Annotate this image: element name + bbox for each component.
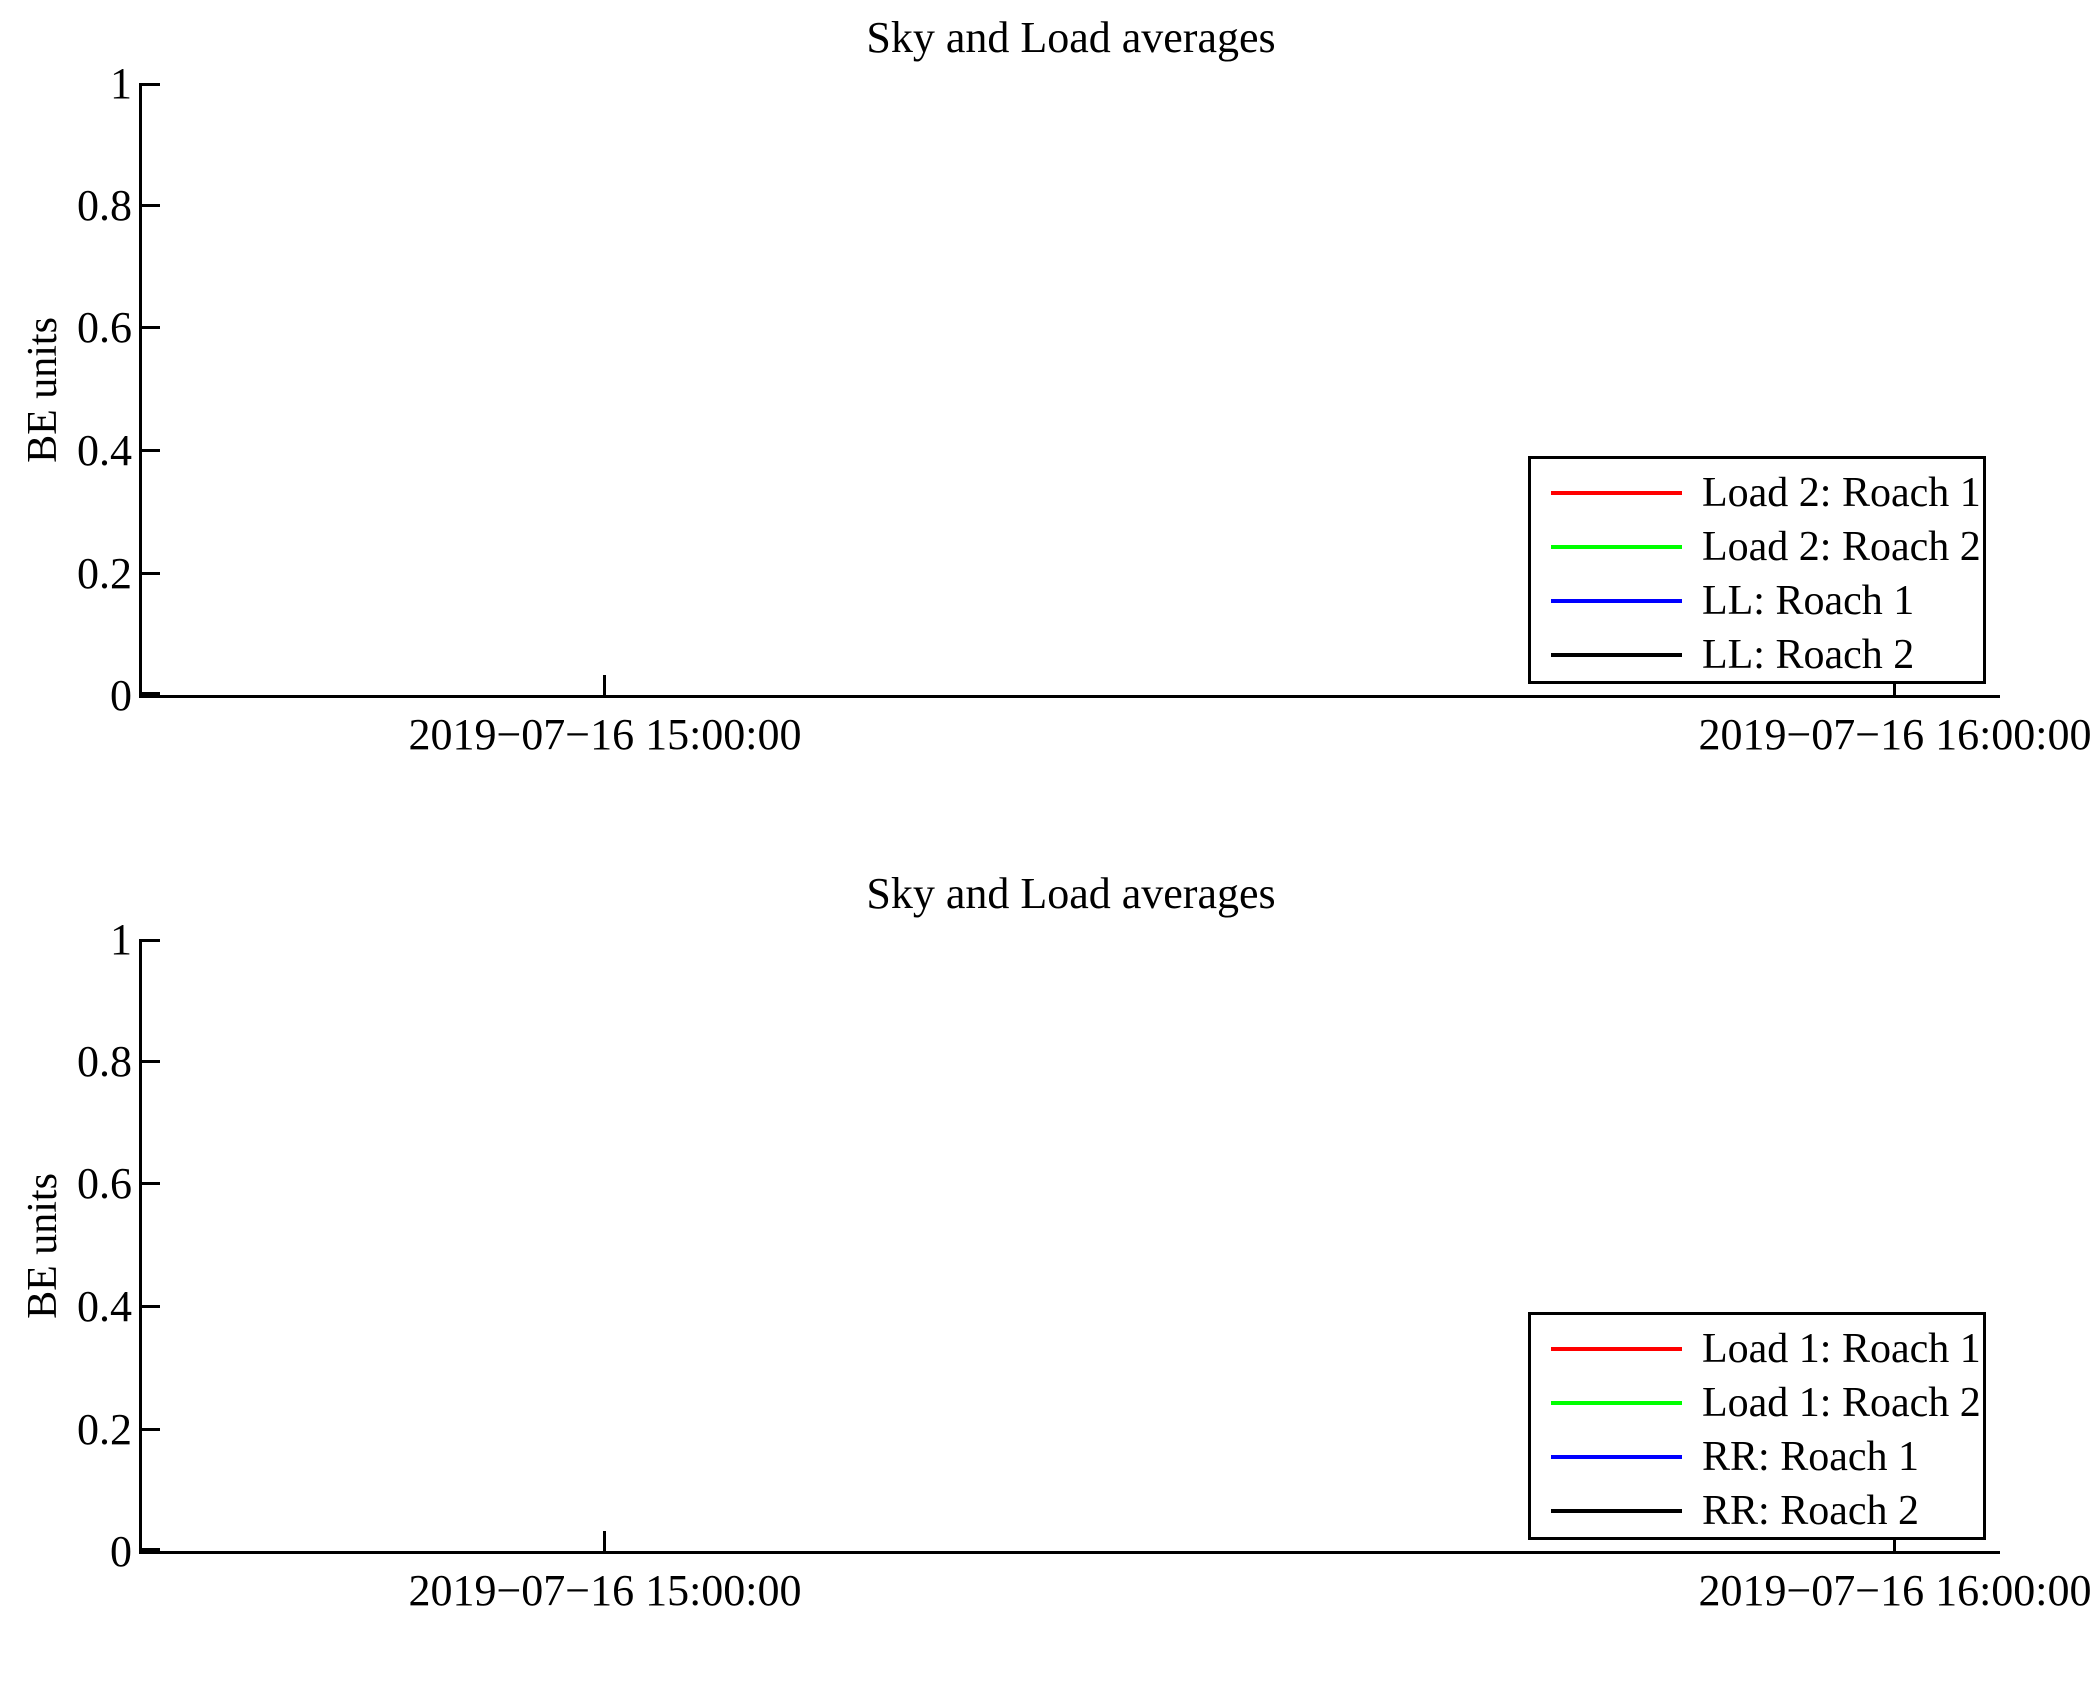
x-major-tick (603, 675, 606, 695)
legend-item: Load 2: Roach 2 (1531, 520, 1983, 574)
plot-title: Sky and Load averages (866, 13, 1276, 62)
y-tick-label: 1 (110, 59, 132, 108)
legend-item: Load 1: Roach 2 (1531, 1376, 1983, 1430)
y-major-tick (142, 83, 160, 86)
axes-frame (139, 83, 2000, 698)
plot-bottom: Sky and Load averages BE units 1 0.8 0.6… (0, 856, 2100, 1683)
y-tick-label: 0.4 (77, 1282, 132, 1331)
y-tick-label: 0.6 (77, 303, 132, 352)
y-major-tick (142, 1548, 160, 1551)
y-tick-label: 1 (110, 915, 132, 964)
legend-label: LL: Roach 1 (1702, 578, 1915, 624)
y-tick-label: 0 (110, 1527, 132, 1576)
legend-label: RR: Roach 2 (1702, 1488, 1919, 1534)
legend-line-sample (1551, 653, 1682, 657)
legend-item: Load 2: Roach 1 (1531, 466, 1983, 520)
y-major-tick (142, 1428, 160, 1431)
legend: Load 1: Roach 1 Load 1: Roach 2 RR: Roac… (1528, 1312, 1986, 1540)
legend-label: Load 2: Roach 2 (1702, 524, 1981, 570)
legend-label: RR: Roach 1 (1702, 1434, 1919, 1480)
x-major-tick (603, 1531, 606, 1551)
x-tick-label: 2019−07−16 16:00:00 (1698, 710, 2092, 759)
legend-item: LL: Roach 2 (1531, 628, 1983, 682)
axes-frame (139, 939, 2000, 1554)
y-tick-label: 0.8 (77, 181, 132, 230)
y-tick-label: 0.6 (77, 1159, 132, 1208)
x-tick-label: 2019−07−16 16:00:00 (1698, 1566, 2092, 1615)
y-major-tick (142, 692, 160, 695)
legend-line-sample (1551, 599, 1682, 603)
y-major-tick (142, 326, 160, 329)
y-major-tick (142, 1305, 160, 1308)
y-major-tick (142, 1060, 160, 1063)
legend-line-sample (1551, 491, 1682, 495)
y-tick-label: 0.4 (77, 426, 132, 475)
legend-item: RR: Roach 1 (1531, 1430, 1983, 1484)
legend-item: RR: Roach 2 (1531, 1484, 1983, 1538)
legend: Load 2: Roach 1 Load 2: Roach 2 LL: Roac… (1528, 456, 1986, 684)
y-major-tick (142, 204, 160, 207)
y-tick-label: 0 (110, 671, 132, 720)
x-tick-label: 2019−07−16 15:00:00 (408, 710, 802, 759)
y-tick-label: 0.8 (77, 1037, 132, 1086)
y-major-tick (142, 449, 160, 452)
legend-line-sample (1551, 545, 1682, 549)
legend-label: Load 1: Roach 1 (1702, 1326, 1981, 1372)
x-major-tick (1893, 1531, 1896, 1551)
plot-top: Sky and Load averages BE units 1 0.8 0.6… (20, 13, 2092, 759)
y-major-tick (142, 572, 160, 575)
plot-title: Sky and Load averages (866, 869, 1276, 918)
legend-label: LL: Roach 2 (1702, 632, 1915, 678)
legend-item: Load 1: Roach 1 (1531, 1322, 1983, 1376)
x-major-tick (1893, 675, 1896, 695)
legend-line-sample (1551, 1401, 1682, 1405)
y-tick-label: 0.2 (77, 549, 132, 598)
y-tick-label: 0.2 (77, 1405, 132, 1454)
legend-label: Load 2: Roach 1 (1702, 470, 1981, 516)
legend-line-sample (1551, 1509, 1682, 1513)
legend-line-sample (1551, 1347, 1682, 1351)
y-major-tick (142, 939, 160, 942)
legend-item: LL: Roach 1 (1531, 574, 1983, 628)
legend-label: Load 1: Roach 2 (1702, 1380, 1981, 1426)
y-major-tick (142, 1182, 160, 1185)
x-tick-label: 2019−07−16 15:00:00 (408, 1566, 802, 1615)
legend-line-sample (1551, 1455, 1682, 1459)
